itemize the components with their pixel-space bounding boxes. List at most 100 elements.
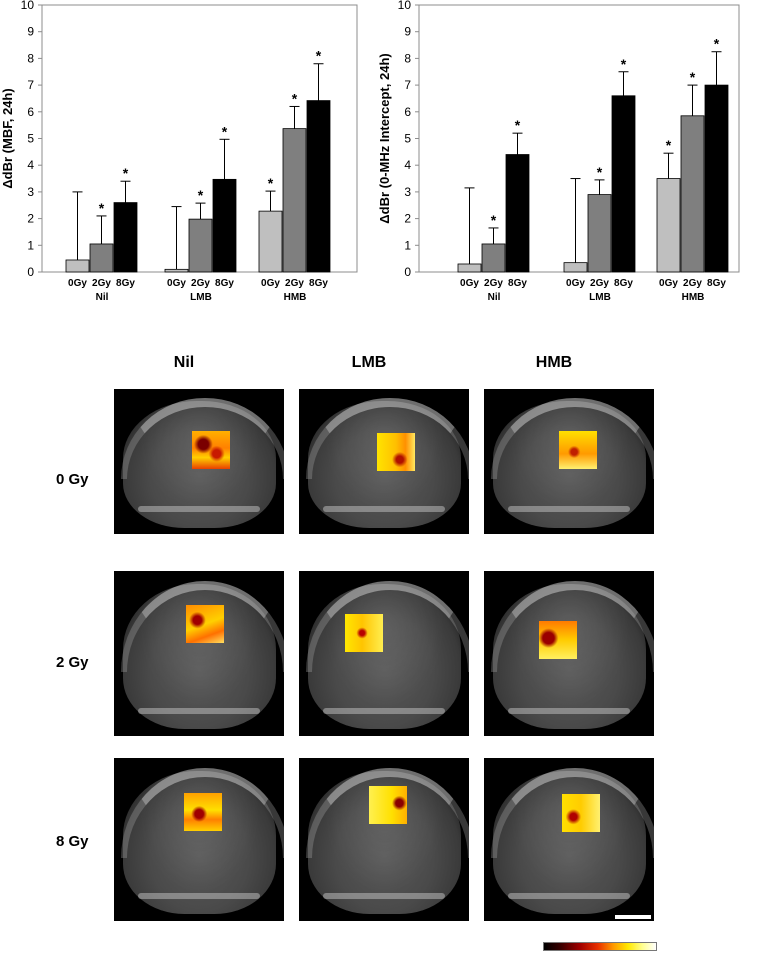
ultrasound-panel-hmb-2gy [484, 571, 654, 736]
x-tick-label: 0Gy [659, 278, 678, 289]
group-label: HMB [682, 292, 705, 303]
bar [212, 178, 237, 273]
x-tick-label: 2Gy [590, 278, 609, 289]
scale-bar [615, 915, 651, 919]
bar [65, 259, 90, 273]
x-tick-label: 8Gy [508, 278, 527, 289]
bar [680, 115, 705, 273]
bar [563, 262, 588, 273]
parametric-roi-overlay [192, 431, 230, 469]
ultrasound-panel-nil-0gy [114, 389, 284, 534]
tissue-echo-line [137, 893, 261, 899]
x-tick-label: 0Gy [167, 278, 186, 289]
y-tick-label: 6 [27, 105, 34, 119]
significance-marker: * [222, 123, 228, 139]
bar [113, 202, 138, 273]
y-tick-label: 1 [404, 238, 411, 252]
bar [89, 243, 114, 273]
x-tick-label: 2Gy [683, 278, 702, 289]
bar [587, 194, 612, 273]
x-tick-label: 8Gy [707, 278, 726, 289]
y-tick-label: 1 [27, 238, 34, 252]
y-tick-label: 10 [398, 0, 412, 12]
bar [704, 84, 729, 273]
parametric-roi-overlay [377, 433, 415, 471]
column-header-hmb: HMB [535, 354, 573, 371]
group-label: Nil [96, 292, 109, 303]
ultrasound-panel-nil-2gy [114, 571, 284, 736]
y-tick-label: 9 [404, 25, 411, 39]
x-tick-label: 2Gy [285, 278, 304, 289]
y-tick-label: 10 [21, 0, 35, 12]
y-axis-label: ΔdBr (MBF, 24h) [0, 88, 15, 188]
significance-marker: * [292, 90, 298, 106]
bar [282, 128, 307, 273]
significance-marker: * [99, 200, 105, 216]
row-header-2gy: 2 Gy [56, 654, 89, 671]
y-tick-label: 3 [404, 185, 411, 199]
group-label: Nil [488, 292, 501, 303]
x-tick-label: 0Gy [261, 278, 280, 289]
x-tick-label: 8Gy [309, 278, 328, 289]
y-tick-label: 3 [27, 185, 34, 199]
y-tick-label: 2 [404, 212, 411, 226]
parametric-roi-overlay [562, 794, 600, 832]
bar [164, 268, 189, 273]
bar [457, 263, 482, 273]
tissue-rim [305, 580, 469, 673]
column-header-lmb: LMB [351, 354, 387, 371]
tissue-echo-line [322, 893, 446, 899]
significance-marker: * [714, 36, 720, 52]
bar [258, 210, 283, 273]
tissue-echo-line [322, 708, 446, 714]
tissue-echo-line [507, 893, 631, 899]
significance-marker: * [515, 117, 521, 133]
ultrasound-panel-lmb-0gy [299, 389, 469, 534]
y-tick-label: 5 [404, 132, 411, 146]
colorbar [543, 942, 657, 951]
significance-marker: * [621, 56, 627, 72]
tissue-echo-line [322, 506, 446, 512]
significance-marker: * [690, 69, 696, 85]
y-tick-label: 5 [27, 132, 34, 146]
x-tick-label: 8Gy [614, 278, 633, 289]
bar [306, 100, 331, 273]
tissue-echo-line [507, 708, 631, 714]
y-tick-label: 0 [404, 265, 411, 279]
ultrasound-panel-lmb-2gy [299, 571, 469, 736]
significance-marker: * [491, 212, 497, 228]
x-tick-label: 0Gy [566, 278, 585, 289]
x-tick-label: 0Gy [68, 278, 87, 289]
chart-intercept: 0 1 2 3 4 5 6 7 8 9 10 ΔdBr (0-MHz Intercept, 24h) 0… [377, 0, 740, 303]
y-tick-label: 6 [404, 105, 411, 119]
tissue-echo-line [137, 506, 261, 512]
bar [188, 218, 213, 273]
parametric-roi-overlay [184, 793, 222, 831]
significance-marker: * [597, 164, 603, 180]
y-tick-label: 7 [27, 78, 34, 92]
y-tick-label: 4 [404, 158, 411, 172]
bar [611, 95, 636, 273]
x-tick-label: 0Gy [460, 278, 479, 289]
significance-marker: * [666, 137, 672, 153]
tissue-echo-line [507, 506, 631, 512]
bar [656, 178, 681, 273]
x-tick-label: 2Gy [92, 278, 111, 289]
y-tick-label: 9 [27, 25, 34, 39]
y-tick-label: 2 [27, 212, 34, 226]
parametric-roi-overlay [559, 431, 597, 469]
significance-marker: * [123, 165, 129, 181]
row-header-0gy: 0 Gy [56, 471, 89, 488]
y-tick-label: 0 [27, 265, 34, 279]
y-axis-label: ΔdBr (0-MHz Intercept, 24h) [377, 53, 392, 223]
ultrasound-panel-hmb-0gy [484, 389, 654, 534]
group-label: HMB [284, 292, 307, 303]
x-tick-label: 2Gy [484, 278, 503, 289]
ultrasound-panel-lmb-8gy [299, 758, 469, 921]
significance-marker: * [268, 175, 274, 191]
x-tick-label: 2Gy [191, 278, 210, 289]
ultrasound-panel-nil-8gy [114, 758, 284, 921]
chart-mbf: 0 1 2 3 4 5 6 7 8 9 10 ΔdBr (MBF, 24h) 0Gy * 2Gy * 8Gy Ni… [0, 0, 358, 303]
y-tick-label: 7 [404, 78, 411, 92]
group-label: LMB [190, 292, 212, 303]
